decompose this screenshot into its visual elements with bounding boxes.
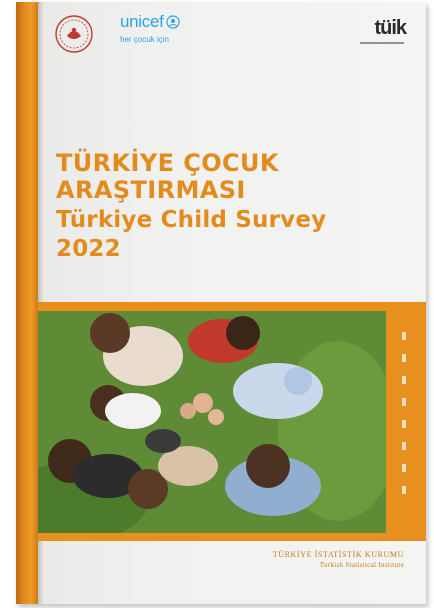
orange-divider-bottom (38, 533, 426, 541)
unicef-logo: unicef her çocuk için (120, 12, 180, 44)
title-english: Türkiye Child Survey (56, 207, 327, 233)
strip-dash (402, 376, 406, 384)
unicef-wordmark: unicef (120, 12, 164, 31)
unicef-globe-icon (165, 15, 180, 29)
unicef-tagline: her çocuk için (120, 35, 169, 44)
tuik-logo: tüik (374, 17, 407, 39)
title-turkish-line1: TÜRKİYE ÇOCUK (56, 149, 279, 177)
strip-dash (402, 486, 406, 494)
title-turkish-line2: ARAŞTIRMASI (56, 176, 246, 204)
strip-dash (402, 332, 406, 340)
title-block: TÜRKİYE ÇOCUK ARAŞTIRMASI Türkiye Child … (56, 150, 326, 264)
publisher-name-english: Turkish Statistical Institute (319, 561, 404, 569)
title-year: 2022 (56, 236, 121, 262)
strip-dash (402, 420, 406, 428)
right-orange-strip (386, 311, 426, 533)
children-circle-photo (38, 311, 386, 533)
ministry-emblem-icon (55, 15, 93, 53)
strip-dash (402, 354, 406, 362)
publisher-name-turkish: TÜRKİYE İSTATİSTİK KURUMU (272, 550, 404, 559)
strip-dash (402, 442, 406, 450)
strip-dash (402, 398, 406, 406)
report-cover: unicef her çocuk için tüik TÜRKİYE ÇOCUK… (16, 2, 426, 604)
publisher-footer: TÜRKİYE İSTATİSTİK KURUMU Turkish Statis… (273, 550, 404, 569)
tuik-underline (360, 42, 404, 44)
strip-dash (402, 464, 406, 472)
orange-divider-top (38, 302, 426, 311)
cover-spine (16, 2, 38, 604)
